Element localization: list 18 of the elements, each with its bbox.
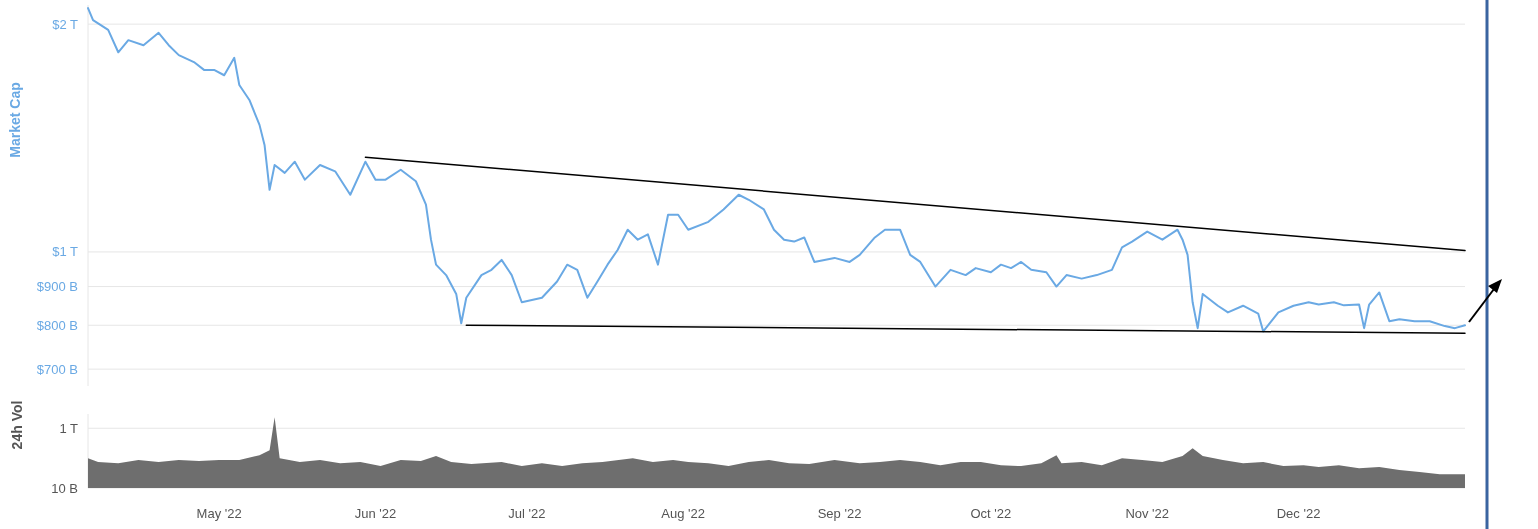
x-tick-label: Sep '22 (817, 506, 862, 521)
y-tick-label: $900 B (36, 279, 78, 295)
x-tick-label: Oct '22 (970, 506, 1012, 521)
y-tick-label: $800 B (36, 317, 78, 333)
y-axis-title: Market Cap (7, 82, 23, 158)
y-tick-label: $1 T (52, 244, 79, 260)
y-tick-label: $2 T (52, 16, 79, 32)
y-tick-label: 10 B (51, 480, 78, 496)
y-tick-label: $700 B (36, 361, 78, 377)
x-tick-label: Aug '22 (661, 506, 706, 521)
line-series (87, 7, 1466, 333)
x-tick-label: Jun '22 (354, 506, 397, 521)
y-axis-title: 24h Vol (9, 400, 25, 450)
x-tick-label: May '22 (196, 506, 242, 521)
x-tick-label: Dec '22 (1276, 506, 1321, 521)
x-tick-label: Nov '22 (1125, 506, 1170, 521)
x-tick-label: Jul '22 (508, 506, 546, 521)
y-tick-label: 1 T (59, 420, 79, 436)
